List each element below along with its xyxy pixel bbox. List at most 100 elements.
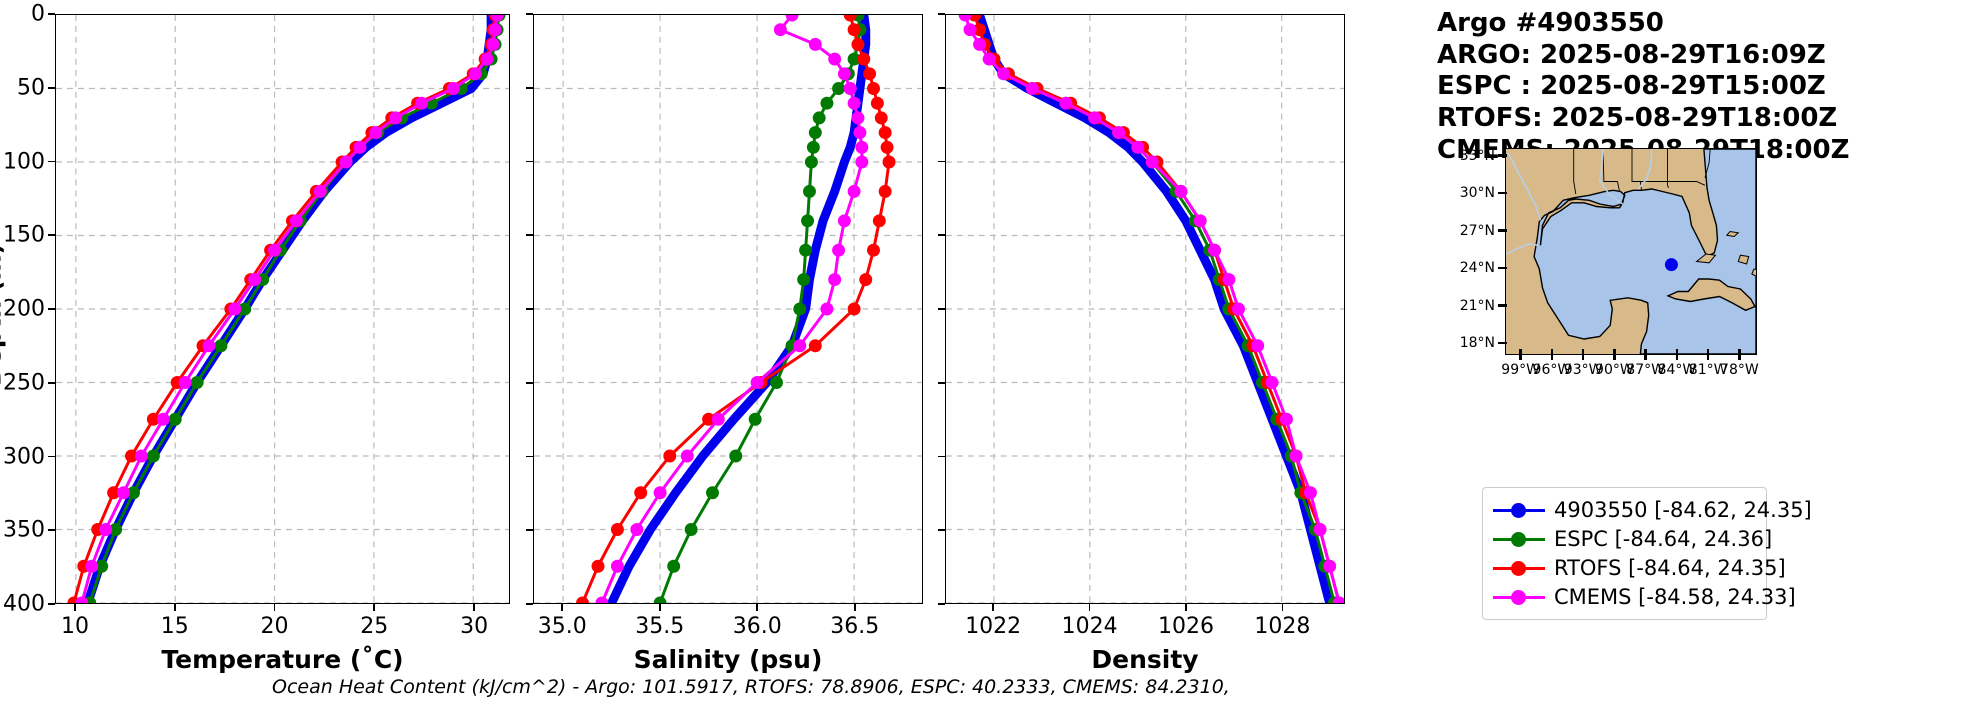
map-lat-label: 18°N: [1459, 335, 1495, 351]
map-lon-tick: [1644, 349, 1647, 360]
series-marker: [804, 155, 818, 169]
map-lat-label: 24°N: [1459, 260, 1495, 276]
series-marker: [313, 184, 327, 198]
ocean-heat-content-caption: Ocean Heat Content (kJ/cm^2) - Argo: 101…: [272, 676, 1230, 698]
series-marker: [847, 302, 861, 316]
legend-item-cmems[interactable]: CMEMS [-84.58, 24.33]: [1493, 582, 1796, 611]
y-tick-mark: [48, 308, 55, 310]
x-tick-label: 36.5: [830, 614, 880, 639]
x-tick-label: 36.0: [732, 614, 782, 639]
map-lon-tick: [1581, 349, 1585, 360]
series-marker: [146, 449, 160, 463]
series-marker: [793, 339, 807, 353]
series-marker: [146, 412, 160, 426]
series-marker: [793, 302, 807, 316]
y-tick-mark: [938, 381, 945, 384]
map-lon-tick: [1519, 349, 1522, 360]
map-canvas: [1505, 148, 1757, 355]
legend-item-espc[interactable]: ESPC [-84.64, 24.36]: [1493, 524, 1772, 553]
map-lat-tick: [1498, 154, 1507, 157]
x-tick-label: 15: [160, 614, 189, 639]
y-tick-mark: [526, 86, 533, 89]
map-lon-label: 81°W: [1688, 362, 1728, 378]
series-marker: [837, 214, 851, 228]
y-tick-mark: [938, 603, 945, 605]
legend-item-rtofs[interactable]: RTOFS [-84.64, 24.35]: [1493, 553, 1786, 582]
series-marker: [1112, 126, 1126, 140]
series-marker: [1265, 376, 1279, 389]
series-marker: [808, 339, 822, 353]
legend-label: ESPC [-84.64, 24.36]: [1554, 526, 1773, 551]
series-marker: [785, 15, 799, 22]
y-tick-label: 300: [3, 444, 45, 469]
series-marker: [859, 273, 873, 287]
x-tick-label: 30: [460, 614, 489, 639]
series-marker: [828, 273, 842, 287]
legend-marker-icon: [1493, 558, 1545, 578]
y-tick-label: 0: [31, 1, 45, 27]
x-tick-label: 35.0: [537, 614, 587, 639]
legend-label: RTOFS [-84.64, 24.35]: [1554, 555, 1786, 580]
map-lon-label: 84°W: [1657, 362, 1697, 378]
y-tick-mark: [526, 603, 533, 605]
series-marker: [729, 449, 743, 463]
series-marker: [353, 140, 367, 154]
map-lon-label: 87°W: [1626, 362, 1665, 378]
x-tick-label: 1024: [1061, 614, 1118, 639]
series-marker: [797, 273, 811, 287]
series-marker: [820, 96, 834, 110]
series-marker: [748, 412, 762, 426]
series-marker: [75, 596, 89, 603]
series-line-CMEMS: [963, 15, 1341, 603]
x-tick-mark: [1088, 604, 1091, 611]
series-marker: [880, 140, 894, 154]
series-marker: [837, 67, 851, 81]
series-marker: [127, 486, 140, 500]
series-marker: [820, 302, 834, 316]
series-marker: [867, 243, 880, 257]
y-tick-mark: [526, 529, 533, 532]
series-marker: [982, 52, 996, 66]
series-marker: [1289, 449, 1303, 463]
info-line-1: ARGO: 2025-08-29T16:09Z: [1437, 39, 1826, 70]
series-marker: [591, 559, 605, 573]
series-marker: [238, 302, 252, 316]
series-marker: [634, 486, 648, 500]
location-map: 33°N 30°N 27°N 24°N 21°N 18°N 99°W 96°W 93°W 90°W…: [1443, 148, 1763, 379]
density-panel: [945, 14, 1345, 604]
series-marker: [803, 184, 816, 198]
y-tick-mark: [938, 86, 945, 89]
y-tick-mark: [526, 13, 533, 15]
series-marker: [134, 449, 148, 463]
y-tick-mark: [48, 529, 55, 532]
series-marker: [488, 23, 502, 37]
series-marker: [997, 67, 1011, 81]
series-marker: [109, 523, 123, 536]
series-marker: [808, 37, 822, 51]
x-tick-label: 10: [60, 614, 89, 639]
map-lat-tick: [1498, 341, 1507, 345]
x-tick-label: 1022: [965, 614, 1022, 639]
series-marker: [958, 15, 972, 22]
series-marker: [228, 302, 242, 316]
series-marker: [99, 523, 113, 536]
series-legend: 4903550 [-84.62, 24.35] ESPC [-84.64, 24.…: [1482, 487, 1812, 620]
map-lon-tick: [1613, 349, 1616, 360]
x-tick-label: 1028: [1254, 614, 1311, 639]
y-tick-mark: [938, 308, 945, 310]
x-tick-label: 25: [360, 614, 389, 639]
x-tick-mark: [273, 604, 276, 611]
series-marker: [125, 449, 138, 463]
float-position-marker: [1664, 258, 1678, 272]
x-tick-mark: [756, 604, 759, 611]
series-marker: [1279, 412, 1293, 426]
legend-item-argo[interactable]: 4903550 [-84.62, 24.35]: [1493, 495, 1812, 524]
series-marker: [770, 376, 783, 389]
series-marker: [595, 596, 609, 603]
map-lon-label: 78°W: [1720, 362, 1759, 378]
series-marker: [480, 52, 494, 66]
series-marker: [369, 126, 383, 140]
series-marker: [468, 67, 482, 81]
series-marker: [878, 184, 892, 198]
